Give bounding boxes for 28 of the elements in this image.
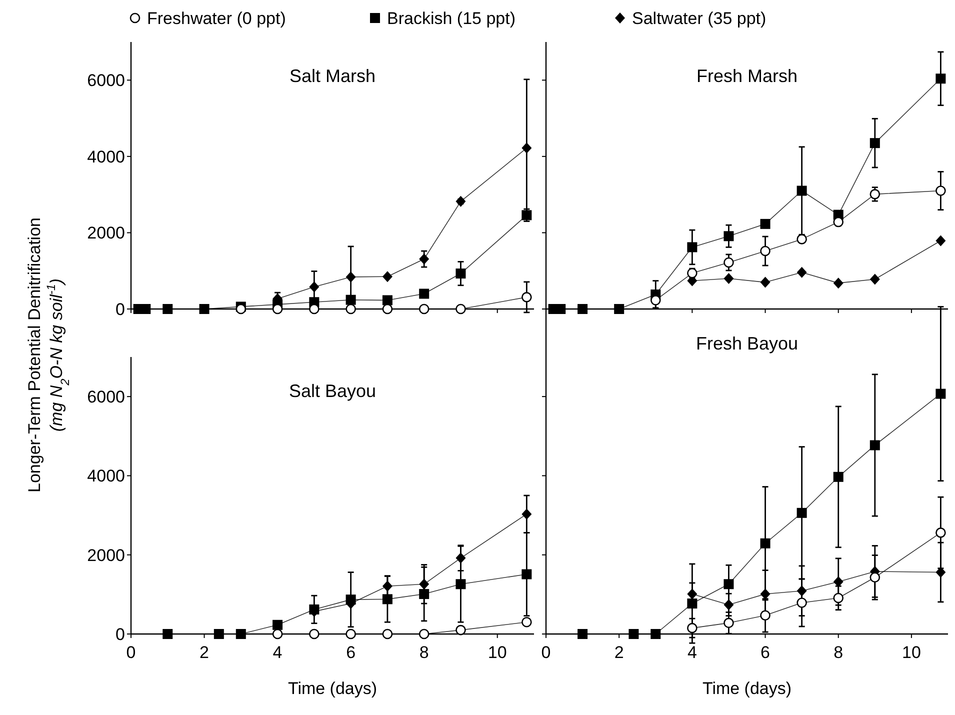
x-tick-label: 8 (834, 643, 844, 662)
x-tick-label: 0 (541, 643, 551, 662)
text: Fresh Bayou (696, 334, 798, 354)
y-tick-label: 6000 (87, 71, 125, 90)
x-tick-label: 2 (614, 643, 624, 662)
x-tick-label: 10 (902, 643, 921, 662)
x-axis-title: Time (days) (702, 679, 792, 698)
x-tick-label: 10 (488, 643, 507, 662)
y-tick-label: 2000 (87, 546, 125, 565)
x-tick-label: 8 (419, 643, 429, 662)
text: Fresh Marsh (696, 66, 798, 86)
x-tick-label: 4 (687, 643, 697, 662)
x-tick-label: 6 (760, 643, 770, 662)
y-tick-label: 6000 (87, 388, 125, 407)
text: Salt Bayou (288, 381, 376, 401)
x-tick-label: 4 (272, 643, 282, 662)
y-tick-label: 0 (116, 300, 125, 319)
x-tick-label: 2 (200, 643, 210, 662)
legend-label: Saltwater (35 ppt) (632, 8, 766, 28)
y-tick-label: 0 (116, 624, 125, 644)
legend-label: Brackish (15 ppt) (387, 8, 516, 28)
legend-label: Freshwater (0 ppt) (147, 8, 286, 28)
x-axis-title: Time (days) (288, 679, 378, 698)
y-tick-label: 2000 (87, 224, 125, 243)
y-tick-label: 4000 (87, 466, 125, 486)
y-tick-label: 4000 (87, 147, 125, 166)
text: Salt Marsh (289, 66, 376, 86)
x-tick-label: 6 (346, 643, 356, 662)
